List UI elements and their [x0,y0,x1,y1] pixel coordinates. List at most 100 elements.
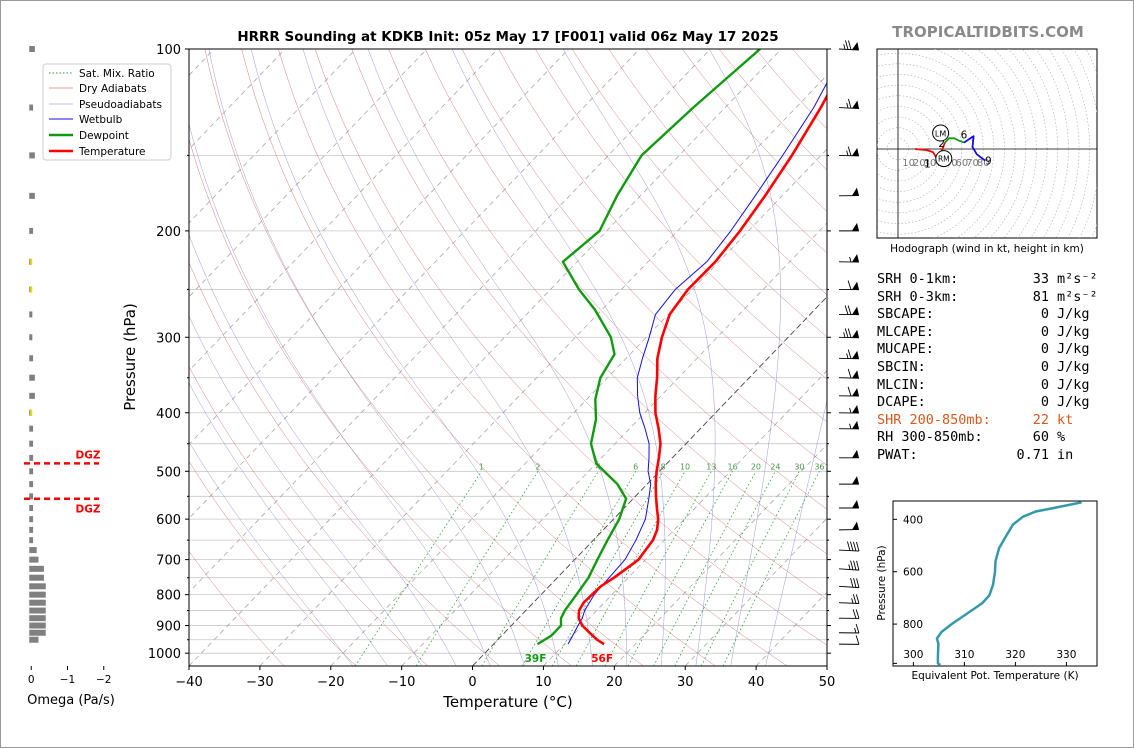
barb-half [848,564,851,570]
hodograph-ring-label: 50 [945,158,958,169]
dry-adiabat-line [461,49,827,466]
isotherm-line [189,49,711,593]
stat-row: SRH 0-3km: 81 m²s⁻² [877,289,1107,307]
mixing-ratio-line [575,471,686,666]
mixing-ratio-line [674,471,776,666]
skewt-ylabel: Pressure (hPa) [121,303,139,411]
wind-barb [838,635,860,645]
isotherm-line [189,49,499,372]
wind-barb [839,499,859,509]
mixing-ratio-label: 36 [814,462,824,471]
barb-pennant [852,499,859,508]
barb-pennant [851,521,859,530]
surface-dewpoint-label: 39F [525,653,547,665]
barb-pennant [851,388,859,397]
barb-pennant [851,187,859,196]
stat-unit: J/kg [1057,306,1090,323]
mixing-ratio-line [627,471,733,666]
legend-frame [42,63,172,161]
dry-adiabat-line [535,49,827,380]
isotherm-line [189,49,782,666]
wind-barb [838,521,860,531]
mixing-ratio-line [653,471,757,666]
mixing-ratio-line [604,471,712,666]
y-tick-label: 100 [156,43,181,58]
stat-row: RH 300-850mb: 60% [877,429,1107,447]
hodograph-height-label: 6 [961,130,968,142]
theta-e-profile [935,501,1082,666]
stat-unit: kt [1057,411,1074,428]
pseudoadiabat-line [768,399,827,654]
barb-pennant [851,281,859,290]
chart-title: HRRR Sounding at KDKB Init: 05z May 17 [… [237,29,778,45]
y-tick-label: 300 [156,331,181,346]
mixing-ratio-label: 24 [770,462,780,471]
hodograph-height-label: 2 [938,138,945,150]
right-mover-marker [935,150,953,168]
stat-unit: in [1057,446,1074,463]
stat-label: MUCAPE: [877,341,934,358]
wind-barb [838,594,860,604]
omega-dgz-tick [30,286,33,293]
wind-barb [839,449,859,459]
omega-x-tick-label: 0 [28,674,35,686]
hodograph-ring-label: 80 [977,158,990,169]
wind-barb [838,146,860,157]
x-tick-label: 10 [535,675,552,690]
omega-bar [29,425,34,432]
dry-adiabat-line [241,49,716,666]
omega-bar [29,311,33,318]
stat-row: MLCAPE: 0 J/kg [877,324,1107,342]
dry-adiabat-line [314,49,827,646]
theta-e-x-tick-label: 310 [954,649,974,661]
pseudoadiabat-line [449,653,457,666]
pseudoadiabat-line [695,653,698,666]
stat-label: SBCAPE: [877,306,934,323]
mixing-ratio-line [415,471,539,666]
barb-half [849,407,852,414]
stat-unit: J/kg [1057,376,1090,393]
theta-e-x-tick-label: 300 [903,649,923,661]
theta-e-panel: 300 310 320 330 400 600 800 [892,500,1098,667]
omega-bar [29,636,39,643]
pseudoadiabat-line [189,382,379,654]
barb-shaft [838,107,859,110]
barb-full [850,577,854,588]
omega-bar [29,622,46,629]
pseudoadiabat-line [661,653,663,666]
wind-barb [838,609,860,619]
stat-row: DCAPE: 0 J/kg [877,394,1107,412]
wind-barb [838,623,860,634]
stat-unit: m²s⁻² [1057,271,1098,287]
omega-x-tick-label: −2 [96,674,111,686]
stat-label: MLCIN: [877,376,926,393]
omega-bar [29,454,34,461]
pseudoadiabat-line [708,49,781,654]
pseudoadiabat-line [367,49,627,654]
hodograph-content: 102030405060708012369LMRM [877,49,1097,238]
skewt-frame [188,48,828,667]
wind-barb [838,386,860,397]
stat-label: MLCAPE: [877,323,934,340]
barb-full [852,609,857,619]
barb-shaft [838,48,859,51]
legend-label-dry: Dry Adiabats [79,83,147,95]
omega-bar [29,374,35,381]
omega-bar [29,547,37,554]
hodograph-ring-label: 70 [966,158,979,169]
omega-panel: DGZ DGZ 0 −1 −2 [24,46,111,686]
pseudoadiabat-line [562,49,716,654]
barb-full [844,305,849,315]
barb-full [845,40,849,50]
dry-adiabat-line [189,138,572,666]
legend-label-mixratio: Sat. Mix. Ratio [79,68,155,80]
wind-barb [838,368,860,379]
stat-value: 0 [1040,341,1049,358]
dry-adiabat-line [189,460,357,666]
hodograph-height-label: 9 [985,156,992,168]
wind-barb [838,40,859,51]
stat-row: SHR 200-850mb: 22 kt [877,412,1107,430]
barb-full [847,386,852,397]
